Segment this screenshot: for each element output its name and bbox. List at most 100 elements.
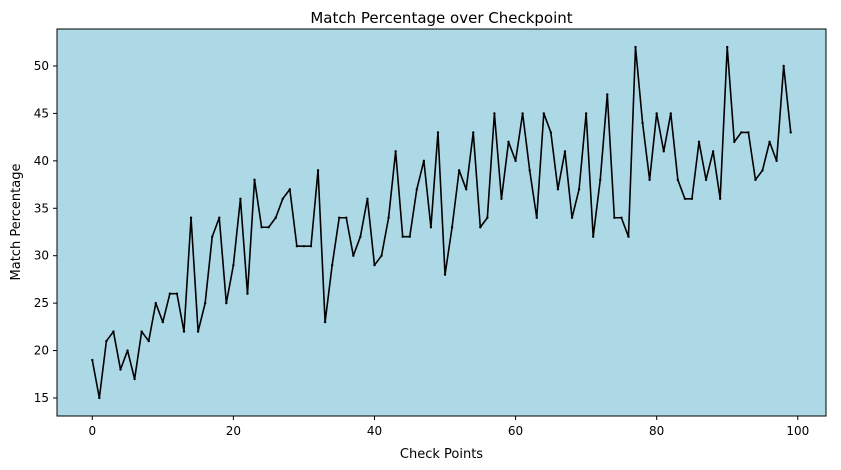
data-point — [655, 112, 658, 115]
data-point — [514, 159, 517, 163]
data-point — [521, 112, 524, 115]
data-point — [768, 140, 771, 144]
data-point — [415, 188, 419, 191]
data-point — [747, 131, 750, 134]
data-point — [126, 349, 129, 352]
y-tick-label: 35 — [34, 201, 49, 215]
data-point — [182, 330, 186, 333]
data-point — [683, 197, 687, 200]
data-point — [613, 216, 616, 219]
data-point — [599, 178, 602, 182]
data-point — [189, 216, 193, 219]
data-point — [789, 131, 792, 134]
data-point — [740, 131, 743, 134]
y-axis-title: Match Percentage — [9, 164, 24, 281]
data-point — [168, 292, 172, 295]
data-point — [246, 292, 249, 295]
data-point — [782, 64, 785, 68]
data-point — [133, 377, 136, 381]
data-point — [676, 178, 680, 182]
data-point — [627, 235, 630, 238]
data-point — [225, 301, 228, 305]
data-point — [302, 245, 306, 248]
data-point — [408, 235, 411, 238]
data-point — [606, 93, 609, 96]
y-tick-label: 15 — [34, 391, 49, 405]
y-tick-label: 20 — [34, 344, 49, 358]
data-point — [352, 254, 355, 257]
data-point — [620, 216, 623, 219]
data-point — [775, 159, 778, 163]
data-point — [345, 216, 348, 219]
y-tick-label: 25 — [34, 296, 49, 310]
x-axis-title: Check Points — [400, 447, 483, 462]
data-point — [338, 216, 341, 219]
data-point — [549, 131, 553, 134]
data-point — [634, 45, 637, 49]
data-point — [295, 245, 299, 248]
data-point — [323, 320, 327, 324]
data-point — [373, 263, 376, 267]
data-point — [528, 169, 531, 172]
data-point — [450, 226, 454, 229]
data-point — [309, 245, 313, 248]
data-point — [542, 112, 545, 115]
data-point — [591, 235, 595, 238]
data-point — [98, 396, 101, 400]
x-tick-label: 60 — [508, 424, 523, 438]
data-point — [288, 188, 292, 191]
data-point — [140, 330, 143, 333]
data-point — [260, 226, 263, 229]
data-point — [464, 188, 468, 191]
data-point — [648, 178, 651, 182]
data-point — [500, 197, 503, 200]
data-point — [577, 188, 581, 191]
data-point — [196, 330, 200, 333]
data-point — [274, 216, 277, 219]
x-tick-label: 20 — [226, 424, 241, 438]
data-point — [479, 226, 482, 229]
x-tick-label: 80 — [649, 424, 664, 438]
data-point — [507, 140, 510, 144]
data-point — [203, 301, 207, 305]
data-point — [91, 358, 94, 362]
data-point — [754, 178, 757, 182]
data-point — [330, 263, 334, 267]
data-point — [154, 301, 157, 305]
data-point — [366, 197, 369, 200]
data-point — [232, 263, 235, 267]
x-tick-label: 40 — [367, 424, 382, 438]
data-point — [281, 197, 284, 200]
data-point — [380, 254, 383, 257]
data-point — [387, 216, 390, 219]
data-point — [443, 273, 447, 276]
data-point — [718, 197, 722, 200]
data-point — [161, 320, 165, 324]
data-point — [662, 150, 665, 153]
y-tick-label: 45 — [34, 106, 49, 120]
x-axis: 0 20 40 60 80 100 — [88, 416, 809, 438]
y-tick-label: 30 — [34, 249, 49, 263]
data-point — [175, 292, 179, 295]
data-point — [669, 112, 672, 115]
data-point — [401, 235, 404, 238]
data-point — [726, 45, 729, 49]
data-point — [690, 197, 694, 200]
data-point — [457, 169, 461, 172]
data-point — [472, 131, 475, 134]
data-point — [253, 178, 256, 182]
data-point — [429, 226, 433, 229]
data-point — [570, 216, 574, 219]
x-tick-label: 0 — [88, 424, 96, 438]
y-tick-label: 50 — [34, 59, 49, 73]
data-point — [147, 339, 150, 343]
plot-area — [57, 29, 826, 416]
plot-frame — [56, 28, 827, 417]
y-axis: 15 20 25 30 35 40 45 50 — [34, 59, 57, 405]
data-point — [105, 339, 108, 343]
data-points — [91, 45, 792, 400]
data-point — [394, 150, 397, 153]
data-point — [535, 216, 538, 219]
data-point — [563, 150, 567, 153]
